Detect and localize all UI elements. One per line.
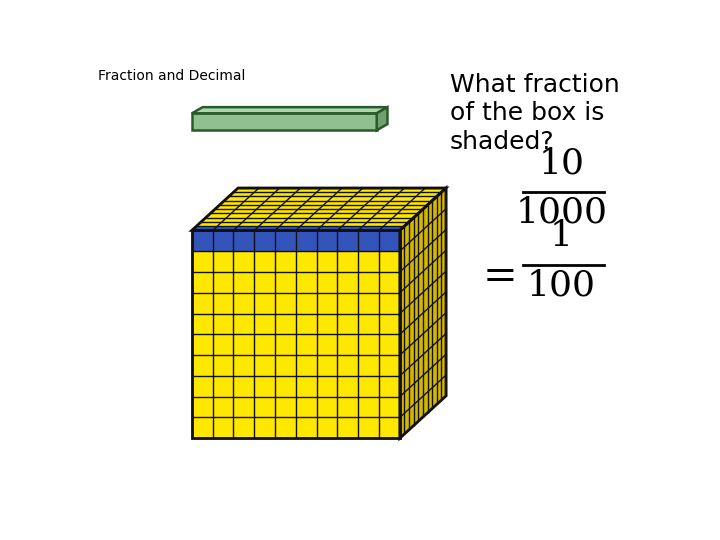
Text: 1000: 1000 (516, 195, 608, 230)
Bar (192, 231, 400, 251)
Bar (192, 231, 400, 438)
Text: 100: 100 (527, 269, 596, 303)
Text: 1: 1 (550, 219, 573, 253)
Text: Fraction and Decimal: Fraction and Decimal (98, 70, 246, 83)
Bar (192, 231, 400, 438)
Polygon shape (192, 188, 446, 231)
Polygon shape (192, 107, 387, 113)
Polygon shape (377, 107, 387, 130)
Text: =: = (482, 255, 517, 298)
Polygon shape (400, 188, 446, 438)
Polygon shape (192, 226, 405, 231)
Text: 10: 10 (539, 146, 585, 180)
Bar (192, 113, 377, 130)
Text: What fraction
of the box is
shaded?: What fraction of the box is shaded? (450, 72, 620, 154)
